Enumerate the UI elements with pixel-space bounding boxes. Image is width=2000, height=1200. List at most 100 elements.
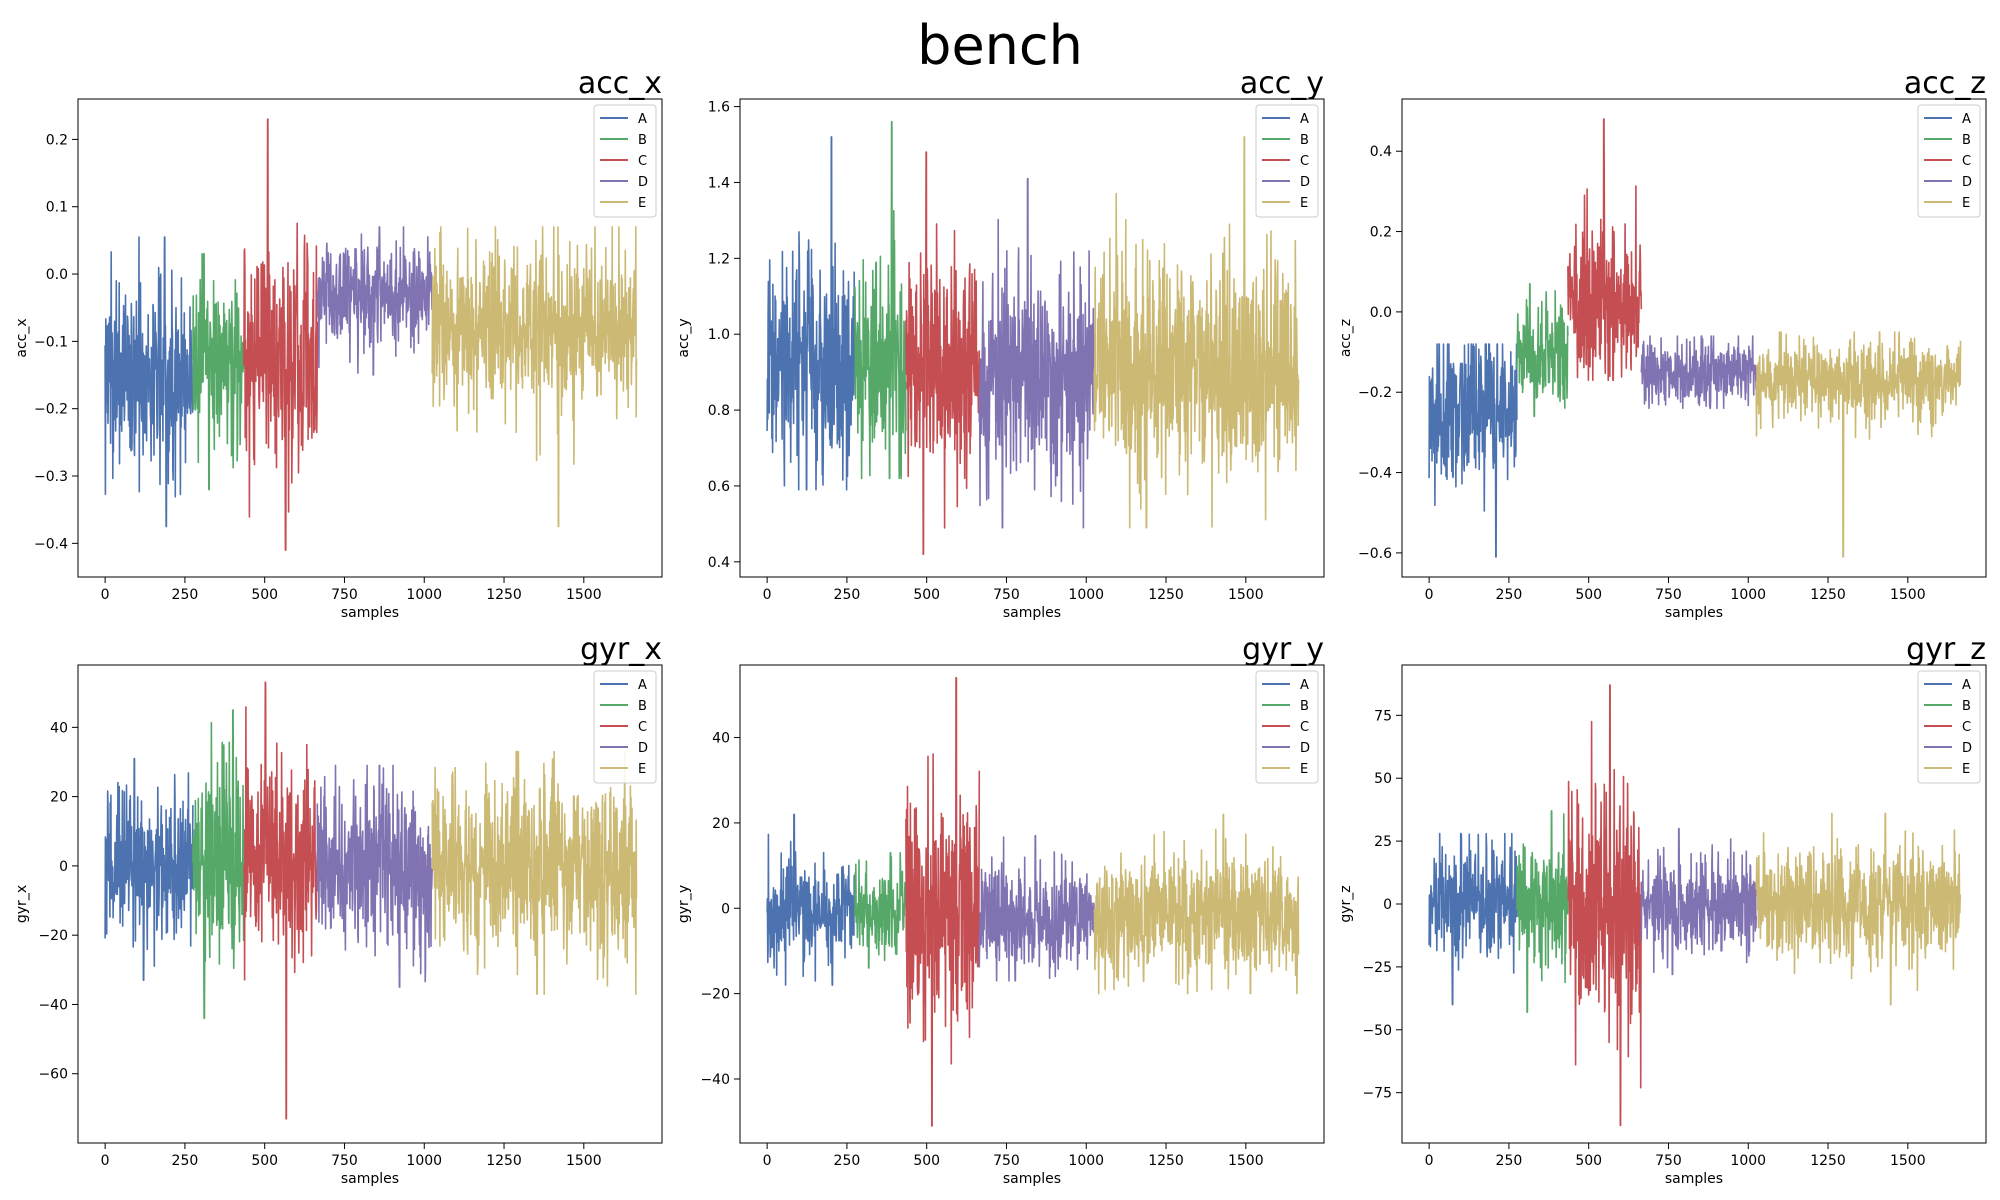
series-line-C bbox=[905, 677, 981, 1127]
legend-label-B: B bbox=[1962, 699, 1971, 714]
y-tick-label: −0.2 bbox=[34, 402, 68, 418]
y-tick-label: −0.4 bbox=[34, 536, 68, 552]
x-tick-label: 1500 bbox=[1890, 1153, 1926, 1169]
y-tick-label: 40 bbox=[712, 731, 730, 747]
x-tick-label: 1500 bbox=[566, 587, 602, 603]
y-tick-label: 75 bbox=[1374, 708, 1392, 724]
x-tick-label: 1500 bbox=[1228, 587, 1264, 603]
y-axis-label: acc_x bbox=[14, 318, 30, 357]
chart-panel-gyr_y: 0 250 500 750 1000 1250 1500 −40 −20 0 20 40 samples… bbox=[676, 632, 1325, 1187]
series-line-C bbox=[243, 681, 319, 1120]
x-tick-label: 0 bbox=[763, 1153, 772, 1169]
y-tick-label: 0 bbox=[1383, 897, 1392, 913]
y-tick-label: 1.0 bbox=[708, 327, 730, 343]
y-tick-label: −60 bbox=[38, 1067, 68, 1083]
x-tick-label: 1250 bbox=[486, 587, 522, 603]
x-tick-label: 750 bbox=[331, 1153, 358, 1169]
axes-frame bbox=[739, 664, 1325, 1144]
y-tick-label: 0.1 bbox=[46, 200, 68, 216]
x-tick-label: 750 bbox=[331, 587, 358, 603]
series-line-B bbox=[1516, 810, 1569, 1013]
series-line-B bbox=[854, 121, 907, 480]
legend-label-A: A bbox=[638, 112, 647, 127]
x-tick-label: 1000 bbox=[1068, 587, 1104, 603]
legend-label-E: E bbox=[1300, 762, 1308, 777]
y-tick-label: −0.6 bbox=[1358, 546, 1392, 562]
y-tick-label: 50 bbox=[1374, 771, 1392, 787]
series-line-D bbox=[1640, 827, 1757, 976]
series-line-D bbox=[978, 834, 1095, 982]
y-tick-label: 20 bbox=[712, 816, 730, 832]
series-line-A bbox=[766, 136, 856, 491]
chart-panel-acc_y: 0 250 500 750 1000 1250 1500 0.4 0.6 0.8 1.0 1.2 1.4… bbox=[676, 66, 1325, 621]
legend-label-C: C bbox=[638, 154, 647, 169]
series-line-A bbox=[104, 236, 194, 528]
y-tick-label: 0 bbox=[721, 901, 730, 917]
series-line-E bbox=[431, 750, 638, 995]
x-tick-label: 1250 bbox=[1148, 1153, 1184, 1169]
x-axis-label: samples bbox=[1003, 1171, 1061, 1187]
series-group bbox=[104, 681, 638, 1120]
series-line-D bbox=[978, 177, 1095, 529]
y-axis-label: gyr_x bbox=[14, 885, 30, 923]
legend-label-B: B bbox=[1962, 133, 1971, 148]
x-tick-label: 500 bbox=[251, 587, 278, 603]
series-line-E bbox=[431, 226, 638, 528]
x-tick-label: 750 bbox=[993, 1153, 1020, 1169]
legend-label-C: C bbox=[1300, 720, 1309, 735]
y-tick-label: −40 bbox=[700, 1072, 730, 1088]
x-tick-label: 1250 bbox=[1810, 587, 1846, 603]
x-tick-label: 0 bbox=[763, 587, 772, 603]
y-tick-label: −25 bbox=[1362, 960, 1392, 976]
legend-label-A: A bbox=[1300, 678, 1309, 693]
legend-label-A: A bbox=[1962, 112, 1971, 127]
legend-label-A: A bbox=[638, 678, 647, 693]
chart-panel-gyr_x: 0 250 500 750 1000 1250 1500 −60 −40 −20 0 20 40 samp… bbox=[14, 632, 663, 1187]
x-axis-label: samples bbox=[1003, 605, 1061, 621]
x-tick-label: 1250 bbox=[486, 1153, 522, 1169]
legend-label-C: C bbox=[638, 720, 647, 735]
x-tick-label: 1000 bbox=[1730, 587, 1766, 603]
x-tick-label: 500 bbox=[913, 1153, 940, 1169]
series-group bbox=[1428, 684, 1962, 1127]
y-tick-label: 0.4 bbox=[708, 555, 730, 571]
legend-label-B: B bbox=[638, 699, 647, 714]
legend-label-D: D bbox=[638, 175, 648, 190]
axes-frame bbox=[739, 98, 1325, 578]
y-axis-label: acc_z bbox=[1338, 319, 1354, 357]
legend-label-C: C bbox=[1962, 720, 1971, 735]
axes-frame bbox=[77, 98, 663, 578]
axes-frame bbox=[77, 664, 663, 1144]
legend-label-E: E bbox=[1962, 762, 1970, 777]
legend-label-C: C bbox=[1962, 154, 1971, 169]
legend-label-A: A bbox=[1962, 678, 1971, 693]
y-axis-label: gyr_y bbox=[676, 885, 692, 923]
panel-title: acc_z bbox=[1904, 66, 1986, 101]
series-line-C bbox=[1567, 684, 1643, 1127]
series-line-C bbox=[1567, 118, 1643, 381]
x-tick-label: 750 bbox=[993, 587, 1020, 603]
chart-panel-acc_x: 0 250 500 750 1000 1250 1500 −0.4 −0.3 −0.2 −0.1 0.… bbox=[14, 66, 663, 621]
y-tick-label: 0.8 bbox=[708, 403, 730, 419]
x-tick-label: 250 bbox=[172, 587, 199, 603]
panel-title: gyr_y bbox=[1242, 632, 1324, 667]
legend-label-E: E bbox=[638, 196, 646, 211]
x-tick-label: 0 bbox=[1425, 587, 1434, 603]
series-group bbox=[766, 677, 1300, 1127]
legend-label-B: B bbox=[1300, 699, 1309, 714]
x-tick-label: 750 bbox=[1655, 1153, 1682, 1169]
y-tick-label: −20 bbox=[38, 928, 68, 944]
legend-label-E: E bbox=[1962, 196, 1970, 211]
x-tick-label: 1250 bbox=[1810, 1153, 1846, 1169]
legend-label-D: D bbox=[638, 741, 648, 756]
y-tick-label: 1.6 bbox=[708, 100, 730, 116]
chart-panel-gyr_z: 0 250 500 750 1000 1250 1500 −75 −50 −25 0 25 50 75 sa… bbox=[1338, 632, 1987, 1187]
legend-label-B: B bbox=[638, 133, 647, 148]
x-tick-label: 750 bbox=[1655, 587, 1682, 603]
series-line-B bbox=[854, 852, 907, 969]
x-tick-label: 500 bbox=[1575, 1153, 1602, 1169]
x-tick-label: 250 bbox=[1496, 1153, 1523, 1169]
